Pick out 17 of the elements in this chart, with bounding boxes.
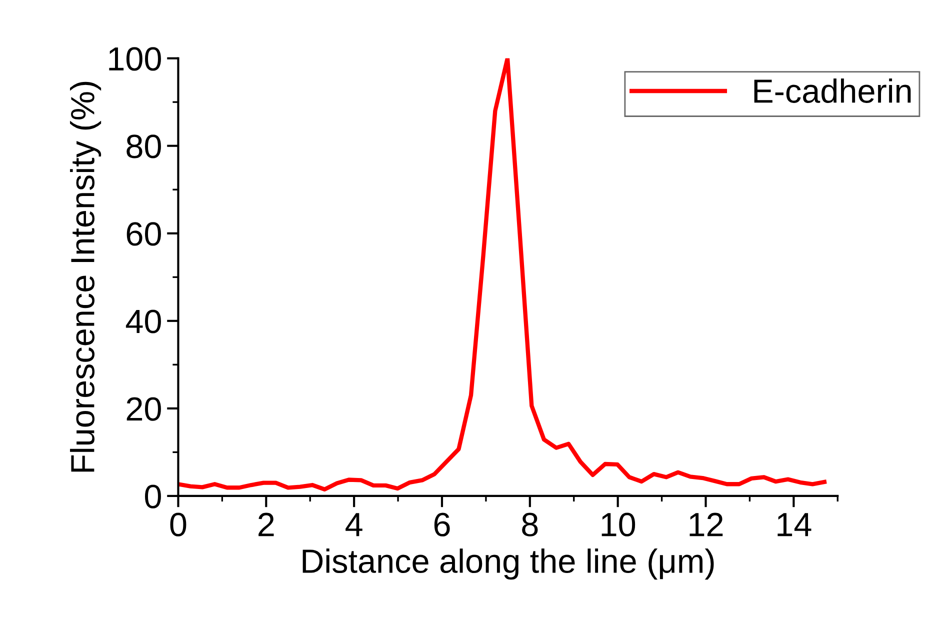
x-tick-label: 0 [170, 512, 186, 536]
x-tick-label: 6 [434, 512, 450, 536]
x-tick-label: 10 [602, 512, 636, 536]
y-tick-label: 60 [126, 222, 161, 246]
y-axis-title: Fluorescence Intensity (%) [70, 82, 102, 472]
y-tick-label: 100 [109, 47, 161, 71]
legend-label: E-cadherin [754, 78, 911, 103]
x-tick-label: 4 [346, 513, 362, 536]
x-tick-label: 8 [522, 512, 538, 536]
y-tick-label: 20 [126, 397, 161, 421]
x-tick-label: 2 [258, 512, 274, 536]
y-tick-label: 80 [126, 134, 161, 158]
y-tick-label: 40 [126, 310, 161, 334]
x-tick-label: 12 [690, 512, 723, 536]
x-tick-label: 14 [778, 513, 812, 536]
x-axis-title: Distance along the line (μm) [302, 548, 714, 580]
y-tick-label: 0 [145, 484, 161, 508]
